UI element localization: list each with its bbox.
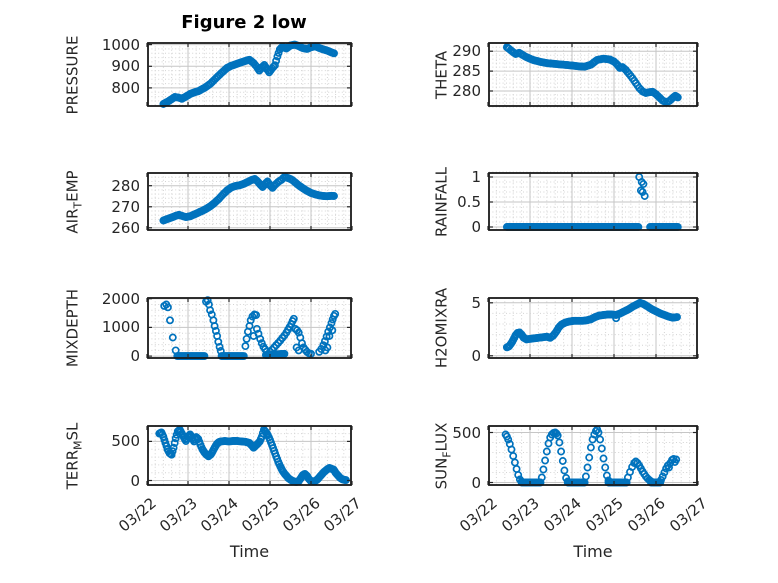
plot-canvas (487, 297, 699, 359)
axes-border (488, 42, 698, 107)
y-tick-label: 1000 (101, 318, 140, 337)
x-tick-label: 03/22 (455, 494, 501, 536)
y-tick-label: 1 (471, 168, 481, 186)
plot-canvas (487, 42, 699, 108)
y-tick-label: 500 (452, 423, 481, 442)
axes-border (147, 42, 352, 107)
series-markers (502, 298, 681, 352)
y-tick-label: 900 (111, 57, 140, 76)
y-axis-label-mixdepth: MIXDEPTH (64, 289, 85, 367)
axis-ticks (146, 173, 353, 230)
y-tick-label: 0.5 (457, 193, 481, 211)
y-label-subscript: F (440, 450, 454, 458)
subplot-air-temp: AIRTEMP 260 270 280 (64, 170, 353, 237)
y-tick-label: 0 (471, 346, 481, 365)
y-label-text: EMP (63, 169, 82, 202)
x-axis-title: Time (229, 542, 270, 561)
axis-ticks (487, 426, 699, 485)
y-tick-label: 2000 (101, 289, 140, 308)
plot-canvas (146, 296, 353, 361)
axes-border (488, 425, 698, 486)
y-label-subscript: M (71, 440, 85, 450)
axis-ticks (487, 173, 699, 230)
x-tick-label: 03/24 (539, 494, 585, 536)
axes-border (147, 425, 352, 486)
y-tick-label: 270 (111, 197, 140, 216)
x-axis-title: Time (573, 542, 613, 561)
series-markers (501, 425, 681, 487)
y-tick-label: 260 (111, 218, 140, 237)
x-tick-label: 03/22 (114, 494, 160, 536)
subplot-pressure: PRESSURE 800 900 1000 (64, 35, 353, 114)
y-tick-label: 280 (111, 176, 140, 195)
y-tick-label: 280 (452, 82, 481, 101)
y-label-text: TERR (63, 449, 82, 489)
plot-canvas (146, 172, 353, 231)
y-tick-label: 1000 (101, 35, 140, 54)
axis-ticks (487, 298, 699, 358)
axes-border (488, 297, 698, 359)
y-tick-label: 0 (471, 218, 481, 236)
y-axis-label-pressure: PRESSURE (64, 35, 85, 114)
plot-canvas (487, 171, 699, 231)
subplot-rainfall: RAINFALL 0 0.5 1 (433, 167, 699, 236)
axes-border (147, 172, 352, 231)
series-markers (502, 43, 682, 107)
x-tick-label: 03/27 (319, 494, 365, 536)
grid (489, 298, 697, 358)
plot-canvas (487, 425, 699, 487)
plot-canvas (146, 40, 353, 108)
x-tick-label: 03/24 (196, 494, 242, 536)
axis-ticks (146, 43, 353, 106)
y-axis-label-terr-msl: TERRMSL (64, 422, 85, 489)
x-tick-label: 03/25 (581, 494, 627, 536)
y-axis-label-air-temp: AIRTEMP (64, 170, 85, 233)
x-tick-label: 03/23 (155, 494, 201, 536)
y-tick-label: 5 (471, 293, 481, 312)
y-tick-label: 0 (130, 347, 140, 366)
grid (489, 171, 697, 230)
y-tick-label: 0 (471, 473, 481, 492)
series-markers (155, 425, 350, 486)
y-tick-label: 500 (111, 432, 140, 451)
x-tick-label: 03/23 (497, 494, 543, 536)
subplot-terr-msl: TERRMSL Time 0 500 03/22 03/23 03/24 03/25 03/… (64, 422, 365, 561)
axis-ticks (487, 43, 699, 106)
y-tick-label: 285 (452, 62, 481, 81)
subplot-sun-flux: SUNFLUX Time 0 500 03/22 03/23 03/24 03/25 03/… (433, 422, 711, 561)
x-tick-label: 03/27 (665, 494, 711, 536)
y-tick-label: 800 (111, 78, 140, 97)
subplot-mixdepth: MIXDEPTH 0 1000 2000 (64, 289, 353, 367)
grid (148, 172, 351, 230)
x-tick-label: 03/26 (278, 494, 324, 536)
figure-title: Figure 2 low (181, 12, 307, 33)
x-tick-label: 03/25 (237, 494, 283, 536)
y-label-text: MIXDEPTH (63, 288, 82, 368)
subplot-theta: THETA 280 285 290 (433, 42, 699, 108)
x-tick-label: 03/26 (623, 494, 669, 536)
y-tick-label: 0 (130, 471, 140, 490)
y-tick-label: 290 (452, 42, 481, 61)
y-label-text: SL (63, 422, 82, 441)
plot-canvas (146, 425, 353, 486)
axis-ticks (146, 426, 353, 485)
series-markers (159, 172, 338, 225)
y-label-text: AIR (63, 207, 82, 234)
y-label-subscript: T (71, 201, 85, 208)
y-label-text: PRESSURE (63, 35, 82, 114)
axis-ticks (146, 298, 353, 358)
